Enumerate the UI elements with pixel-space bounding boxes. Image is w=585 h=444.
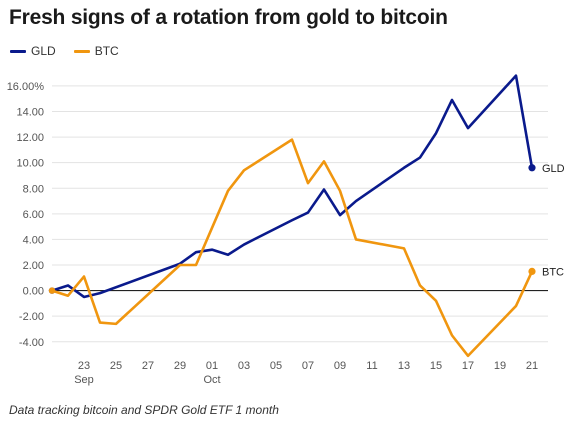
legend-swatch-btc bbox=[73, 49, 90, 53]
x-tick-label: 19 bbox=[494, 360, 506, 372]
y-tick-label: 12.00 bbox=[16, 132, 44, 144]
y-tick-label: 8.00 bbox=[23, 183, 44, 195]
x-tick-label: 09 bbox=[334, 360, 346, 372]
footnote: Data tracking bitcoin and SPDR Gold ETF … bbox=[9, 403, 279, 417]
legend: GLD BTC bbox=[10, 44, 137, 58]
chart-title: Fresh signs of a rotation from gold to b… bbox=[9, 6, 448, 29]
y-tick-label: 6.00 bbox=[23, 209, 44, 221]
legend-item-gld[interactable]: GLD bbox=[10, 44, 56, 58]
x-tick-label: 27 bbox=[142, 360, 154, 372]
x-tick-label: 23 bbox=[78, 360, 90, 372]
x-tick-label: 01 bbox=[206, 360, 218, 372]
legend-swatch-gld bbox=[10, 49, 26, 53]
x-tick-label: 07 bbox=[302, 360, 314, 372]
y-tick-label: 14.00 bbox=[16, 106, 44, 118]
x-tick-label: 21 bbox=[526, 360, 538, 372]
x-tick-label: 11 bbox=[366, 360, 377, 372]
x-tick-label: 15 bbox=[430, 360, 442, 372]
legend-label-gld: GLD bbox=[31, 44, 56, 58]
y-tick-label: -2.00 bbox=[19, 311, 44, 323]
y-tick-label: 16.00% bbox=[7, 81, 45, 93]
series-line-gld bbox=[50, 74, 534, 299]
series-line-btc bbox=[50, 138, 534, 358]
y-tick-label: 0.00 bbox=[23, 286, 44, 298]
y-tick-label: 10.00 bbox=[16, 158, 44, 170]
y-tick-label: 2.00 bbox=[23, 260, 44, 272]
x-tick-label: 29 bbox=[174, 360, 186, 372]
x-tick-label: 03 bbox=[238, 360, 250, 372]
y-tick-label: 4.00 bbox=[23, 234, 44, 246]
x-tick-label: 17 bbox=[462, 360, 474, 372]
x-tick-sublabel: Sep bbox=[74, 374, 94, 386]
x-tick-label: 25 bbox=[110, 360, 122, 372]
x-tick-label: 13 bbox=[398, 360, 410, 372]
end-point-btc bbox=[528, 267, 536, 276]
legend-item-btc[interactable]: BTC bbox=[73, 44, 119, 58]
legend-label-btc: BTC bbox=[94, 44, 119, 58]
start-point-btc bbox=[48, 287, 56, 294]
x-tick-label: 05 bbox=[270, 360, 282, 372]
end-label-gld: GLD bbox=[542, 163, 565, 175]
y-tick-label: -4.00 bbox=[19, 337, 44, 349]
end-label-btc: BTC bbox=[542, 266, 564, 278]
end-point-gld bbox=[528, 164, 536, 172]
x-tick-sublabel: Oct bbox=[203, 374, 220, 386]
